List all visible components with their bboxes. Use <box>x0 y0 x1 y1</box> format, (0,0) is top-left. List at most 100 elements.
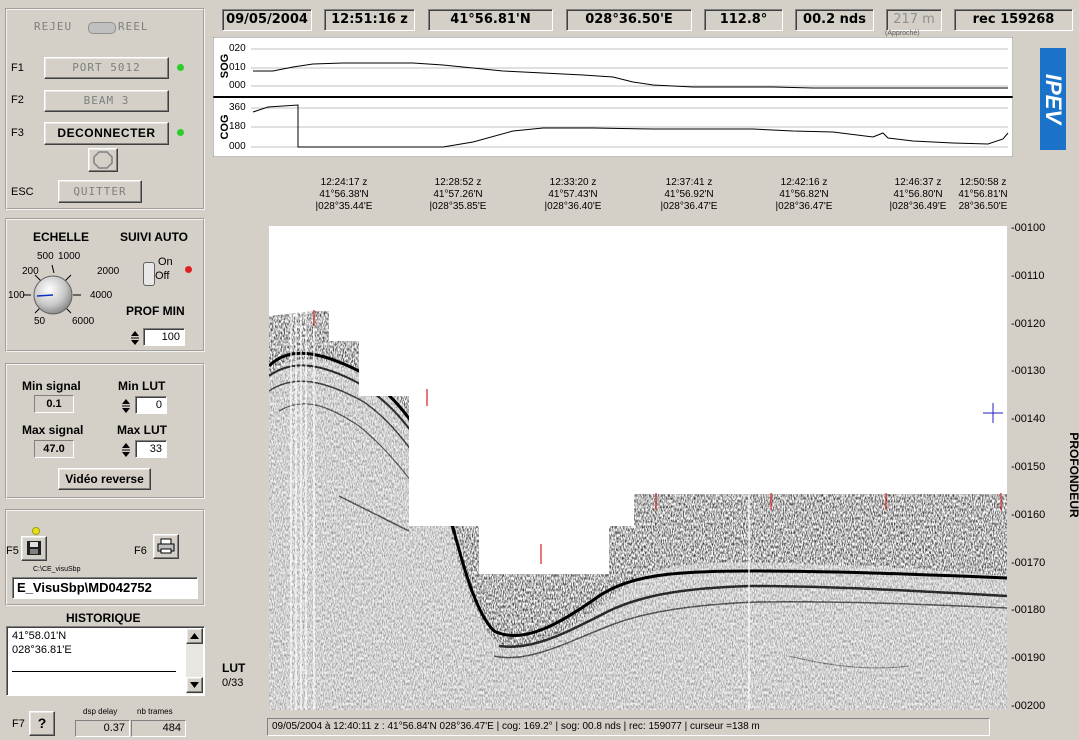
timeline-time-2: 12:33:20 z <box>549 177 597 188</box>
ipev-logo: IPEV <box>1040 48 1066 150</box>
depth-tick-1: -00110 <box>1011 269 1045 282</box>
cog-tick-180: 180 <box>229 121 246 132</box>
depth-tick-2: -00120 <box>1011 317 1046 330</box>
min-signal-label: Min signal <box>22 379 81 393</box>
depth-display: 217 m <box>886 9 942 31</box>
timeline-time-3: 12:37:41 z <box>665 177 713 188</box>
f6-key-label: F6 <box>134 545 147 557</box>
cog-tick-000: 000 <box>229 141 246 152</box>
port-button[interactable]: PORT 5012 <box>44 57 169 79</box>
file-panel <box>5 509 205 606</box>
historique-title: HISTORIQUE <box>66 611 141 625</box>
max-signal-value: 47.0 <box>34 440 74 458</box>
longitude-display: 028°36.50'E <box>566 9 692 31</box>
ipev-logo-text: IPEV <box>1041 73 1066 125</box>
sog-tick-010: 010 <box>229 62 246 73</box>
depth-note: (Approché) <box>885 30 920 37</box>
help-button[interactable]: ? <box>29 711 55 736</box>
min-signal-value: 0.1 <box>34 395 74 413</box>
speed-display: 00.2 nds <box>795 9 874 31</box>
timeline-lat-0: 41°56.38'N <box>319 189 369 200</box>
historique-separator <box>12 671 176 672</box>
min-lut-spin-icon[interactable] <box>121 398 131 414</box>
prof-min-spin-icon[interactable] <box>130 330 140 346</box>
file-path-input[interactable]: E_VisuSbp\MD042752 <box>12 577 198 599</box>
lut-label: LUT <box>222 661 246 675</box>
record-display: rec 159268 <box>954 9 1073 31</box>
sog-cog-plots <box>213 37 1013 157</box>
print-button[interactable] <box>153 534 179 559</box>
timeline-lon-4: |028°36.47'E <box>775 201 833 212</box>
f1-key-label: F1 <box>11 62 24 74</box>
scroll-down-button[interactable] <box>186 677 203 693</box>
file-path-small: C:\CE_visuSbp <box>33 566 81 573</box>
depth-tick-9: -00190 <box>1011 652 1046 665</box>
refresh-button[interactable] <box>88 148 118 172</box>
sog-tick-000: 000 <box>229 80 246 91</box>
scale-panel <box>5 218 205 352</box>
depth-tick-7: -00170 <box>1011 556 1046 569</box>
timeline-lat-1: 41°57.26'N <box>433 189 483 200</box>
dial-tick-500: 500 <box>37 251 54 262</box>
video-reverse-button[interactable]: Vidéo reverse <box>58 468 151 490</box>
question-icon: ? <box>37 715 47 731</box>
connection-status-led <box>177 129 184 136</box>
timeline-lat-5: 41°56.80'N <box>893 189 943 200</box>
timeline-lat-4: 41°56.82'N <box>779 189 829 200</box>
esc-key-label: ESC <box>11 186 34 198</box>
depth-axis-label: PROFONDEUR <box>1067 432 1079 518</box>
max-signal-label: Max signal <box>22 423 84 437</box>
timeline-time-4: 12:42:16 z <box>780 177 828 188</box>
sog-label: SOG <box>219 53 231 79</box>
nb-trames-label: nb trames <box>137 707 173 716</box>
max-lut-spin-icon[interactable] <box>121 442 131 458</box>
depth-tick-0: -00100 <box>1011 222 1046 234</box>
beam-button[interactable]: BEAM 3 <box>44 90 169 112</box>
arrow-down-icon <box>190 682 199 688</box>
f7-key-label: F7 <box>12 718 25 730</box>
max-lut-input[interactable]: 33 <box>135 440 167 458</box>
min-lut-input[interactable]: 0 <box>135 396 167 414</box>
f5-key-label: F5 <box>6 545 19 557</box>
nb-trames-value: 484 <box>131 720 186 737</box>
arrow-up-icon <box>190 633 199 639</box>
suivi-auto-label: SUIVI AUTO <box>120 230 189 244</box>
connection-panel <box>5 8 205 210</box>
floppy-disk-icon <box>27 541 41 555</box>
sog-tick-020: 020 <box>229 43 246 54</box>
depth-tick-6: -00160 <box>1011 508 1046 521</box>
cog-tick-360: 360 <box>229 102 246 113</box>
status-bar: 09/05/2004 à 12:40:11 z : 41°56.84'N 028… <box>267 718 990 736</box>
min-lut-label: Min LUT <box>118 379 166 393</box>
max-lut-label: Max LUT <box>117 423 168 437</box>
prof-min-input[interactable]: 100 <box>143 328 185 346</box>
historique-list[interactable] <box>6 626 205 696</box>
depth-tick-5: -00150 <box>1011 461 1046 473</box>
timeline-time-6: 12:50:58 z <box>959 177 1007 188</box>
suivi-off-label: Off <box>155 270 170 282</box>
quitter-button[interactable]: QUITTER <box>58 180 142 203</box>
suivi-auto-toggle[interactable] <box>143 262 155 286</box>
depth-tick-10: -00200 <box>1011 700 1046 712</box>
dial-tick-2000: 2000 <box>97 266 120 277</box>
sonar-profile[interactable] <box>269 226 1007 710</box>
echelle-label: ECHELLE <box>33 230 90 244</box>
timeline-time-0: 12:24:17 z <box>320 177 368 188</box>
mode-toggle-switch[interactable] <box>88 22 116 34</box>
octagon-icon <box>93 151 113 169</box>
dial-tick-4000: 4000 <box>90 290 113 301</box>
historique-lon: 028°36.81'E <box>12 644 72 656</box>
cog-label: COG <box>219 114 231 140</box>
historique-lat: 41°58.01'N <box>12 630 67 642</box>
mode-reel-label[interactable]: REEL <box>118 20 149 33</box>
save-button[interactable] <box>21 536 47 561</box>
deconnecter-button[interactable]: DECONNECTER <box>44 122 169 145</box>
suivi-on-label: On <box>158 256 173 268</box>
dial-tick-100: 100 <box>8 290 25 301</box>
timeline-time-5: 12:46:37 z <box>894 177 942 188</box>
f3-key-label: F3 <box>11 127 24 139</box>
scale-dial[interactable] <box>5 245 135 330</box>
save-status-led <box>32 527 40 535</box>
mode-rejeu-label[interactable]: REJEU <box>34 20 73 33</box>
scroll-up-button[interactable] <box>186 628 203 644</box>
